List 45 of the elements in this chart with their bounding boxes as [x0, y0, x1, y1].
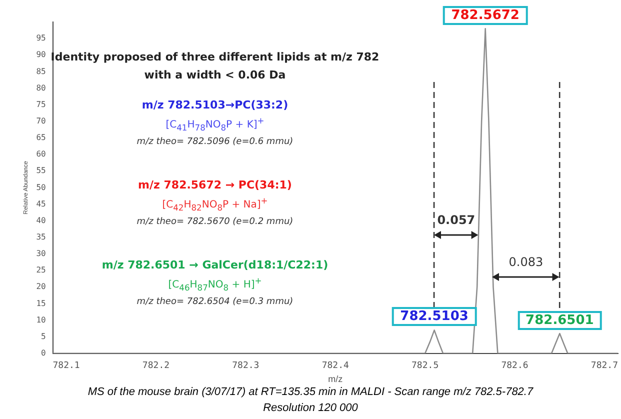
- annotation: m/z theo= 782.5096 (e=0.6 mmu): [136, 137, 294, 147]
- annotation: [C$_{42}$H$_{82}$NO$_{8}$P + Na]$^{+}$: [162, 195, 268, 213]
- annotation: m/z 782.6501 → GalCer(d18:1/C22:1): [102, 258, 328, 272]
- y-tick-label: 10: [36, 315, 46, 324]
- y-tick-label: 70: [36, 116, 46, 126]
- x-tick-label: 782.4: [322, 361, 349, 372]
- annotation: 0.083: [508, 255, 544, 269]
- x-tick-label: 782.6: [501, 361, 528, 372]
- x-tick-label: 782.2: [142, 361, 170, 372]
- y-tick-label: 40: [36, 216, 46, 225]
- x-axis-title: m/z: [328, 374, 344, 384]
- x-tick-label: 782.3: [232, 361, 260, 372]
- annotation: [C$_{41}$H$_{78}$NO$_{8}$P + K]$^{+}$: [166, 115, 264, 133]
- y-tick-label: 80: [36, 83, 46, 92]
- annotation: with a width < 0.06 Da: [144, 68, 286, 82]
- y-tick-label: 35: [36, 232, 46, 242]
- annotation: 0.057: [437, 213, 476, 227]
- y-tick-label: 60: [36, 150, 46, 159]
- annotation: 782.5103: [392, 307, 476, 326]
- x-tick-label: 782.7: [590, 361, 618, 372]
- y-tick-label: 5: [41, 332, 46, 341]
- y-tick-label: 50: [36, 182, 46, 192]
- y-tick-label: 55: [36, 166, 46, 176]
- annotation: 782.5672: [443, 6, 528, 25]
- annotation: m/z 782.5672 → PC(34:1): [138, 178, 292, 192]
- y-tick-label: 0: [41, 348, 46, 358]
- x-tick-label: 782.1: [52, 361, 80, 372]
- x-tick-label: 782.5: [412, 361, 439, 372]
- y-tick-label: 25: [36, 266, 46, 275]
- annotation: [C$_{46}$H$_{87}$NO$_{8}$ + H]$^{+}$: [168, 275, 262, 293]
- annotation: 782.6501: [518, 310, 602, 330]
- text: Resolution 120 000: [262, 402, 359, 414]
- y-tick-label: 75: [36, 100, 46, 109]
- y-tick-label: 15: [36, 298, 46, 308]
- y-tick-label: 95: [36, 34, 46, 43]
- annotation: m/z theo= 782.6504 (e=0.3 mmu): [136, 297, 294, 307]
- y-tick-label: 90: [36, 50, 46, 60]
- y-tick-label: 65: [36, 133, 46, 142]
- text: MS of the mouse brain (3/07/17) at RT=135.35 min in MALDI - Scan range m/z 782.5-782.7: [86, 386, 534, 398]
- y-tick-label: 85: [36, 66, 46, 76]
- y-tick-label: 45: [36, 199, 46, 208]
- y-tick-label: 30: [36, 249, 46, 258]
- y-tick-label: 20: [36, 282, 46, 292]
- annotation: m/z theo= 782.5670 (e=0.2 mmu): [136, 217, 294, 227]
- annotation: m/z 782.5103→PC(33:2): [142, 98, 288, 112]
